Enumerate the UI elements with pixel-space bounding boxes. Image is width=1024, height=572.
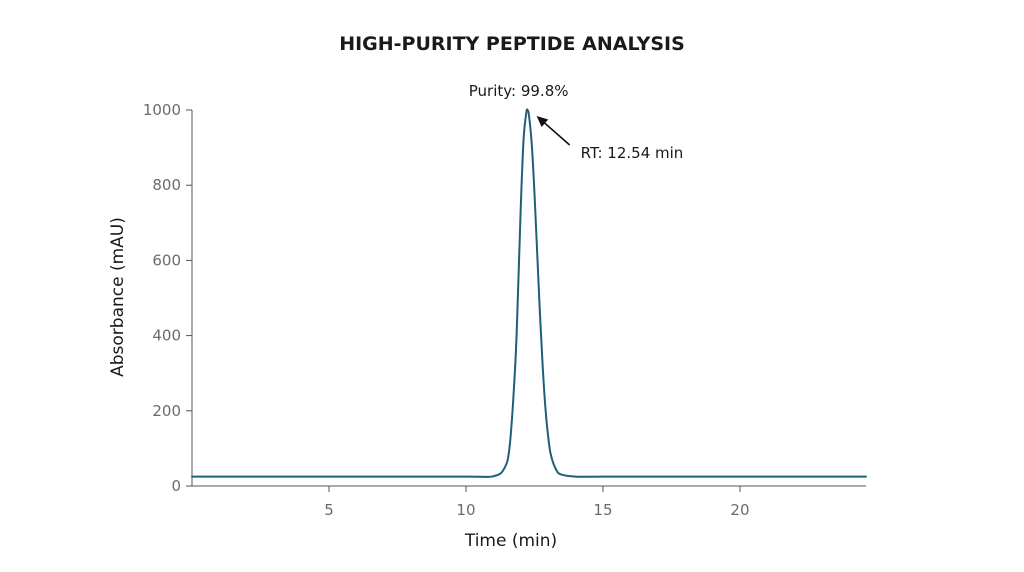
x-tick-label: 20 xyxy=(730,501,749,519)
x-axis: 5 10 15 20 xyxy=(192,485,866,519)
plot-area xyxy=(191,108,867,478)
x-tick-label: 15 xyxy=(593,501,612,519)
x-tick-label: 5 xyxy=(324,501,334,519)
y-tick-label: 1000 xyxy=(143,101,181,119)
rt-arrow-head xyxy=(536,116,549,128)
series-line-0 xyxy=(191,108,867,478)
rt-arrow-shaft xyxy=(540,118,571,146)
y-tick-label: 0 xyxy=(171,477,181,495)
y-tick-label: 800 xyxy=(152,176,181,194)
y-tick-label: 200 xyxy=(152,402,181,420)
rt-annotation: RT: 12.54 min xyxy=(581,144,684,162)
y-tick-label: 600 xyxy=(152,251,181,269)
y-axis: 0 200 400 600 800 1000 xyxy=(143,101,193,495)
y-tick-label: 400 xyxy=(152,327,181,345)
purity-annotation: Purity: 99.8% xyxy=(469,82,569,100)
y-axis-label: Absorbance (mAU) xyxy=(108,217,128,377)
x-axis-label: Time (min) xyxy=(464,531,557,551)
annotations: Purity: 99.8% RT: 12.54 min xyxy=(469,82,684,162)
chart-title: HIGH-PURITY PEPTIDE ANALYSIS xyxy=(339,33,685,55)
x-tick-label: 10 xyxy=(456,501,475,519)
